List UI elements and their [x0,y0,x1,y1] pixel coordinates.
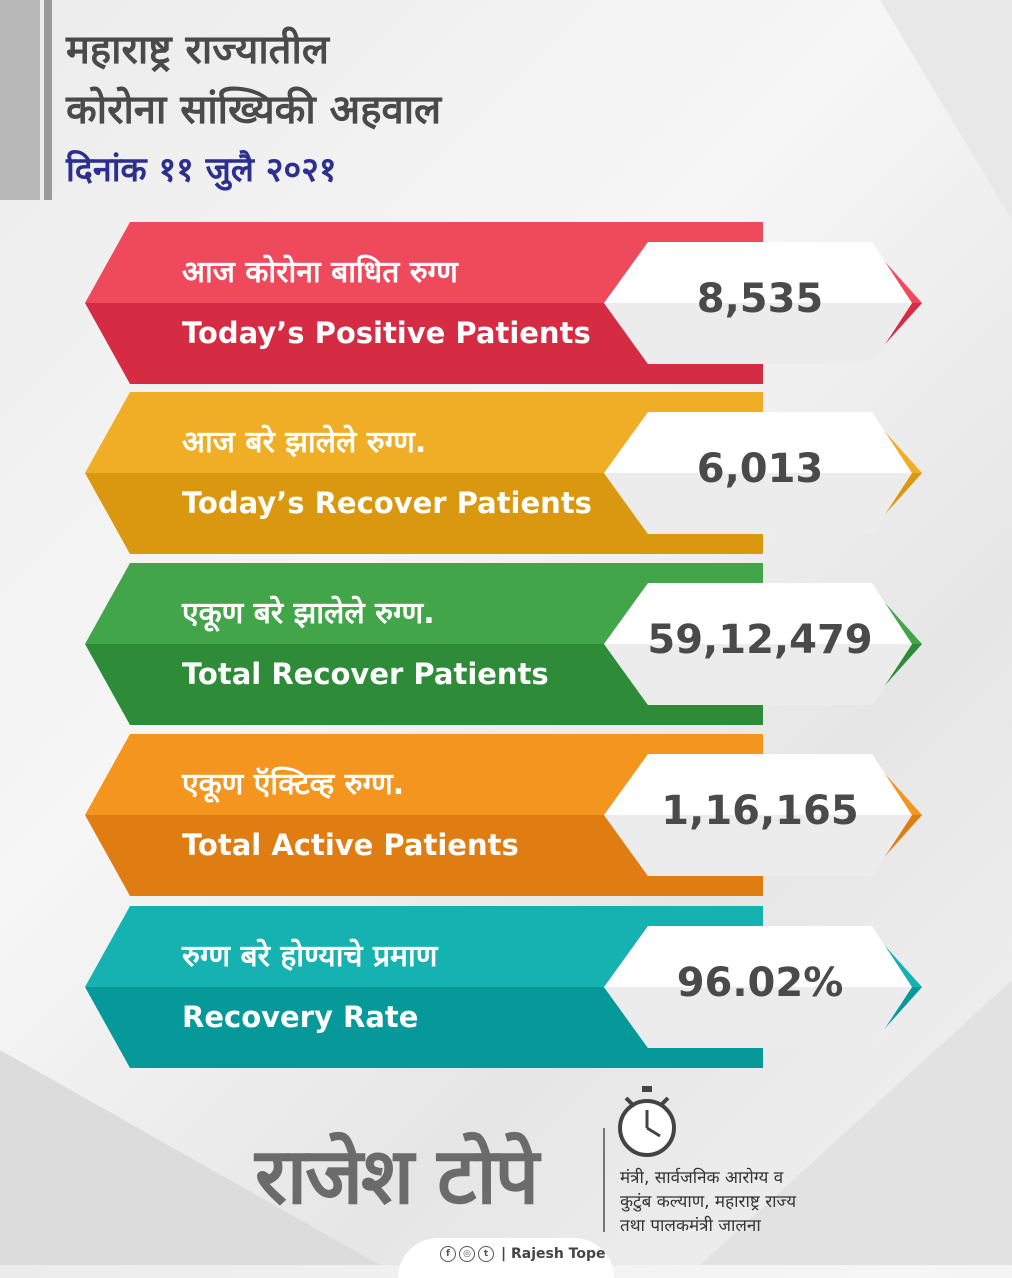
social-row: f ◎ t | Rajesh Tope [440,1246,606,1262]
designation-line-3: तथा पालकमंत्री जालना [620,1216,761,1236]
designation-line-2: कुटुंब कल्याण, महाराष्ट्र राज्य [620,1192,797,1212]
stat-band-shape [85,734,922,896]
facebook-icon[interactable]: f [440,1246,456,1262]
header-accent-bar [0,0,40,200]
stat-label-marathi: आज कोरोना बाधित रुग्ण [182,255,458,290]
instagram-icon[interactable]: ◎ [459,1246,475,1262]
social-handle[interactable]: | Rajesh Tope [501,1246,606,1262]
stat-card: आज बरे झालेले रुग्ण. Today’s Recover Pati… [0,392,1012,554]
stat-label-english: Today’s Recover Patients [182,486,592,520]
designation: मंत्री, सार्वजनिक आरोग्य व कुटुंब कल्याण… [620,1166,796,1238]
title-line-1: महाराष्ट्र राज्यातील [66,27,329,73]
signature: राजेश टोपे [255,1131,539,1222]
stat-band-shape [85,392,922,554]
stat-value: 1,16,165 [661,788,859,834]
report-date: दिनांक ११ जुलै २०२१ [66,150,337,190]
stat-value: 59,12,479 [647,617,873,663]
header: महाराष्ट्र राज्यातील कोरोना सांख्यिकी अह… [66,20,441,198]
stat-value: 6,013 [696,446,824,492]
stat-card: एकूण ऍक्टिव्ह रुग्ण. Total Active Patient… [0,734,1012,896]
stat-band-shape [85,906,922,1068]
stat-label-marathi: आज बरे झालेले रुग्ण. [182,425,427,460]
stat-band-shape [85,222,922,384]
stat-value: 8,535 [696,276,824,322]
stat-card: रुग्ण बरे होण्याचे प्रमाण Recovery Rate 96… [0,906,1012,1068]
header-accent-line [44,0,52,200]
twitter-icon[interactable]: t [478,1246,494,1262]
footer-divider [603,1128,605,1232]
stat-band-shape [85,563,922,725]
stat-label-english: Recovery Rate [182,1000,419,1034]
title-line-2: कोरोना सांख्यिकी अहवाल [66,87,442,133]
stat-label-english: Total Active Patients [182,828,519,862]
stat-card: आज कोरोना बाधित रुग्ण Today’s Positive Pa… [0,222,1012,384]
stat-label-marathi: एकूण ऍक्टिव्ह रुग्ण. [182,767,405,802]
stat-label-english: Today’s Positive Patients [182,316,591,350]
stat-label-marathi: एकूण बरे झालेले रुग्ण. [182,596,435,631]
stat-card: एकूण बरे झालेले रुग्ण. Total Recover Pati… [0,563,1012,725]
stat-label-english: Total Recover Patients [182,657,549,691]
stat-value: 96.02% [676,960,844,1006]
stat-label-marathi: रुग्ण बरे होण्याचे प्रमाण [182,939,438,974]
designation-line-1: मंत्री, सार्वजनिक आरोग्य व [620,1168,784,1188]
clock-icon [618,1086,676,1157]
